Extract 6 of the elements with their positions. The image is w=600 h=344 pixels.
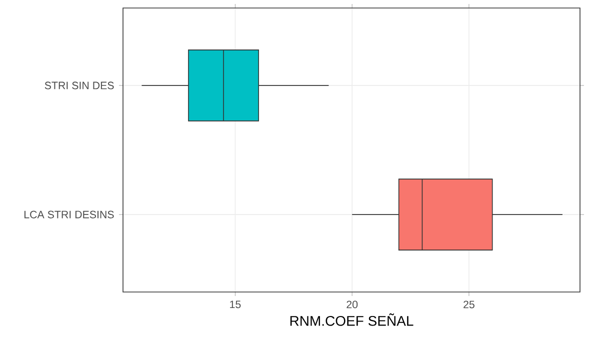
x-tick-label: 20 (346, 300, 358, 308)
x-axis-title: RNM.COEF SEÑAL (290, 313, 414, 326)
x-tick-label: 25 (464, 300, 474, 308)
y-tick-label: STRI SIN DES (44, 82, 114, 90)
x-tick-label: 15 (230, 300, 241, 308)
y-tick-label: LCA STRI DESINS (24, 210, 114, 218)
